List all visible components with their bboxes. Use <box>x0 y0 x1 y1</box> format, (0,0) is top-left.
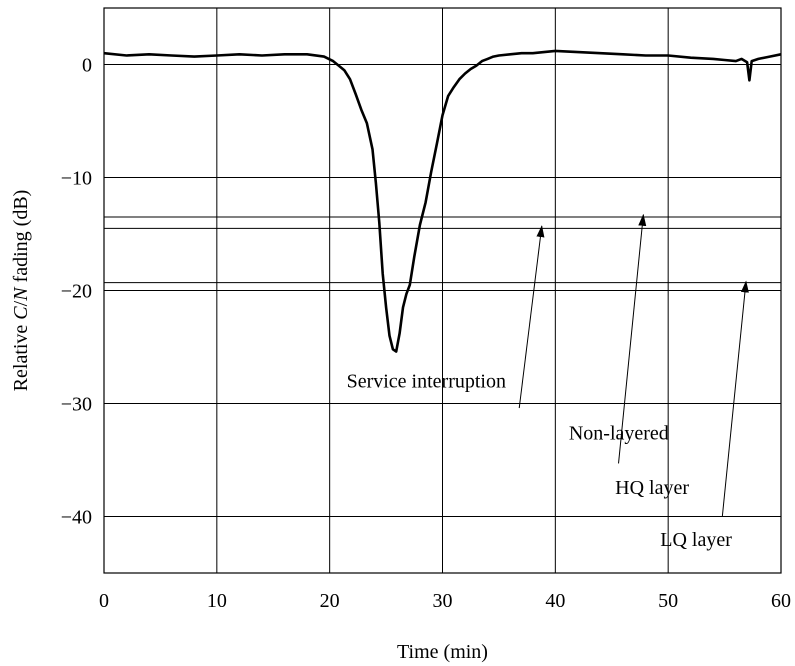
annotation-label: HQ layer <box>615 477 689 499</box>
y-axis-title-part: Relative <box>10 320 32 392</box>
y-axis-title-part: C <box>10 306 32 320</box>
x-tick-label: 0 <box>99 590 109 612</box>
annotation-label: LQ layer <box>660 529 732 551</box>
x-tick-label: 10 <box>207 590 227 612</box>
y-axis-title-part: / <box>10 300 32 306</box>
annotation-arrow <box>618 213 647 464</box>
y-tick-label: −40 <box>61 507 92 529</box>
y-tick-label: 0 <box>82 55 92 77</box>
x-tick-label: 30 <box>433 590 453 612</box>
annotation-arrow <box>721 280 749 517</box>
y-axis-title-part: N <box>10 286 32 302</box>
x-tick-label: 40 <box>545 590 565 612</box>
y-axis-title-part: fading (dB) <box>10 190 32 288</box>
y-tick-label: −30 <box>61 394 92 416</box>
y-tick-label: −20 <box>61 281 92 303</box>
y-tick-label: −10 <box>61 168 92 190</box>
series-line <box>103 49 782 353</box>
x-axis-title: Time (min) <box>397 641 488 663</box>
x-tick-label: 60 <box>771 590 791 612</box>
annotation-label: Non-layered <box>569 423 669 445</box>
annotation-label: Service interruption <box>347 371 506 393</box>
ticks: 0 10 20 30 40 50 60 0 −10 −20 −30 −40 <box>61 55 791 613</box>
annotations: Service interruption Non-layered HQ layer L… <box>347 213 749 551</box>
plot-frame <box>103 7 782 574</box>
annotation-arrow <box>518 225 545 409</box>
threshold-lines <box>104 216 781 291</box>
series-layer <box>103 49 782 353</box>
x-tick-label: 50 <box>658 590 678 612</box>
x-tick-label: 20 <box>320 590 340 612</box>
y-axis-title: Relative C/N fading (dB) <box>10 190 32 392</box>
